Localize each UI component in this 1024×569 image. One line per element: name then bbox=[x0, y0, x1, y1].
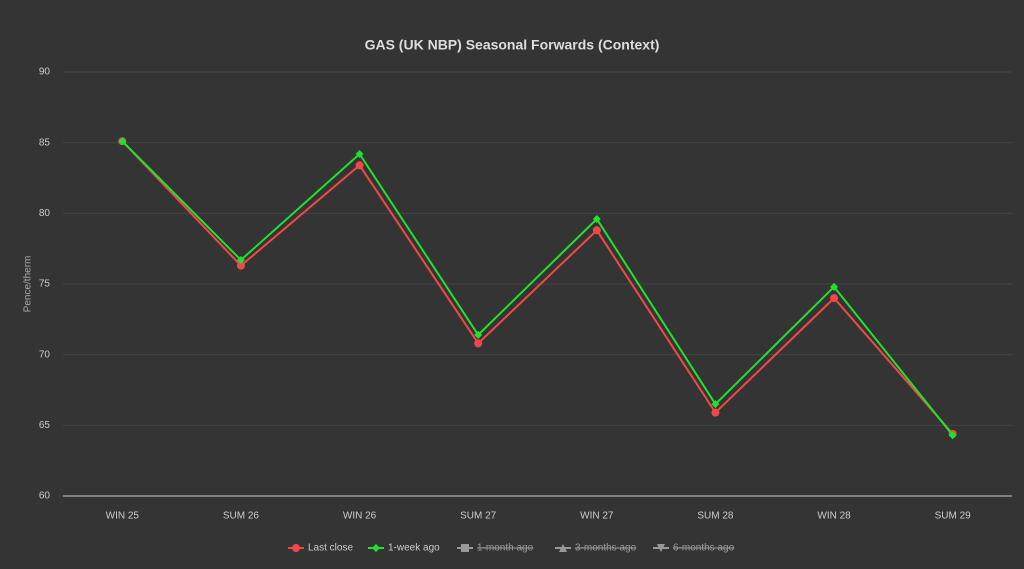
x-tick-label: SUM 26 bbox=[223, 511, 260, 522]
data-point bbox=[711, 408, 720, 417]
legend-marker bbox=[292, 544, 300, 552]
data-point bbox=[355, 161, 364, 170]
y-tick-label: 70 bbox=[39, 349, 51, 360]
y-axis-label: Pence/therm bbox=[23, 256, 34, 313]
legend-marker bbox=[559, 544, 567, 552]
y-tick-label: 80 bbox=[39, 208, 51, 219]
data-point bbox=[474, 339, 483, 348]
data-point bbox=[948, 431, 957, 440]
x-tick-label: WIN 25 bbox=[106, 511, 140, 522]
x-tick-label: WIN 27 bbox=[580, 511, 614, 522]
y-tick-label: 75 bbox=[39, 279, 51, 290]
data-point bbox=[830, 294, 839, 303]
x-tick-label: WIN 28 bbox=[817, 511, 851, 522]
series-line bbox=[121, 140, 954, 436]
data-point bbox=[474, 330, 483, 339]
series-line bbox=[121, 140, 954, 435]
y-tick-label: 65 bbox=[39, 420, 51, 431]
x-tick-label: SUM 28 bbox=[697, 511, 734, 522]
data-point bbox=[236, 255, 245, 264]
data-point bbox=[118, 137, 127, 146]
data-point bbox=[592, 214, 601, 223]
y-tick-label: 60 bbox=[39, 491, 51, 502]
y-tick-label: 85 bbox=[39, 137, 51, 148]
data-point bbox=[236, 261, 245, 270]
legend-marker bbox=[372, 544, 380, 552]
data-point bbox=[711, 400, 720, 409]
data-point bbox=[355, 149, 364, 158]
data-point bbox=[592, 226, 601, 235]
y-tick-label: 90 bbox=[39, 67, 51, 78]
legend-label[interactable]: 1-week ago bbox=[388, 543, 440, 554]
legend-marker bbox=[461, 544, 469, 552]
legend-marker bbox=[657, 544, 665, 552]
data-point bbox=[830, 282, 839, 291]
legend-label[interactable]: Last close bbox=[308, 543, 353, 554]
chart-title: GAS (UK NBP) Seasonal Forwards (Context) bbox=[365, 37, 660, 53]
x-tick-label: WIN 26 bbox=[343, 511, 377, 522]
x-tick-label: SUM 29 bbox=[935, 511, 972, 522]
x-tick-label: SUM 27 bbox=[460, 511, 497, 522]
